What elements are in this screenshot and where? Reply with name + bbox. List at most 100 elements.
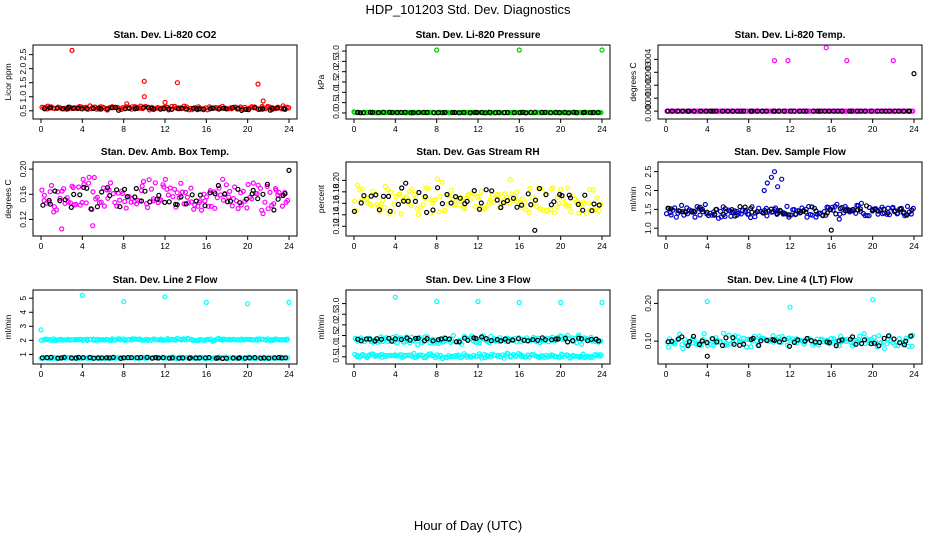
data-point — [193, 198, 199, 204]
x-tick-label: 12 — [160, 369, 170, 379]
data-point — [582, 192, 588, 198]
data-point — [266, 355, 272, 361]
data-point — [246, 355, 253, 361]
x-tick-label: 8 — [121, 369, 126, 379]
data-point — [386, 335, 392, 341]
scatter-points — [663, 169, 916, 233]
data-point — [39, 355, 46, 361]
outlier-point — [255, 81, 261, 87]
panel-title: Stan. Dev. Li-820 Temp. — [735, 30, 846, 41]
data-point — [567, 195, 574, 201]
data-point — [214, 195, 220, 201]
x-tick-label: 4 — [705, 241, 710, 251]
data-point — [146, 177, 152, 183]
data-point — [569, 335, 575, 341]
data-point — [103, 355, 110, 361]
outlier-point — [779, 176, 785, 182]
data-point — [81, 181, 87, 188]
panel-4: Stan. Dev. Amb. Box Temp. 0 4 8 12 16 20 24 0.12… — [3, 147, 298, 251]
data-point — [424, 109, 430, 116]
x-tick-label: 20 — [243, 369, 253, 379]
data-point — [110, 354, 116, 360]
data-point — [401, 198, 407, 204]
data-point — [450, 109, 456, 116]
data-point — [472, 203, 478, 209]
data-point — [892, 208, 898, 214]
data-point — [554, 204, 560, 210]
data-point — [830, 207, 836, 213]
outlier-point — [162, 294, 168, 300]
data-point — [388, 189, 394, 195]
data-point — [731, 341, 737, 347]
y-tick-label: 0.12 — [331, 218, 341, 235]
y-tick-label: 0.5 — [331, 351, 341, 363]
data-point — [451, 353, 457, 359]
figure-x-axis-label: Hour of Day (UTC) — [414, 518, 522, 533]
data-point — [61, 354, 67, 360]
data-point — [193, 106, 200, 112]
data-point — [514, 189, 520, 195]
data-point — [673, 214, 679, 220]
y-tick-label: 0.5 — [331, 96, 341, 108]
data-point — [122, 198, 128, 205]
data-point — [698, 108, 704, 114]
y-tick-label: 2.5 — [18, 48, 28, 60]
data-point — [237, 200, 243, 206]
data-point — [543, 192, 549, 198]
data-point — [68, 204, 74, 210]
data-point — [163, 355, 169, 361]
data-point — [53, 207, 60, 213]
data-point — [559, 193, 565, 199]
data-point — [564, 203, 570, 209]
data-point — [551, 210, 558, 216]
data-point — [750, 335, 756, 341]
panel-1: Stan. Dev. Li-820 CO2 0 4 8 12 16 20 24 0.5 1.0 1.… — [3, 30, 298, 134]
data-point — [565, 110, 572, 116]
data-point — [369, 109, 376, 116]
data-point — [467, 110, 473, 116]
data-point — [52, 188, 58, 194]
panel-2: Stan. Dev. Li-820 Pressure 0 4 8 12 16 20 24 0.0… — [316, 30, 611, 134]
data-point — [886, 108, 893, 114]
data-point — [243, 336, 249, 342]
data-point — [216, 185, 222, 191]
data-point — [737, 204, 743, 210]
data-point — [133, 185, 139, 192]
data-point — [839, 108, 845, 114]
data-point — [891, 336, 897, 342]
data-point — [436, 209, 442, 215]
data-point — [768, 206, 774, 212]
data-point — [849, 108, 855, 114]
y-tick-label: 3.0 — [331, 297, 341, 309]
x-tick-label: 24 — [909, 369, 919, 379]
data-point — [665, 344, 672, 350]
x-tick-label: 12 — [473, 369, 483, 379]
data-point — [257, 185, 263, 191]
data-point — [245, 181, 251, 188]
data-point — [702, 201, 708, 208]
data-point — [834, 201, 840, 207]
data-point — [713, 206, 719, 213]
y-tick-label: 1.0 — [331, 340, 341, 352]
data-point — [751, 108, 757, 114]
data-point — [412, 354, 418, 361]
data-point — [795, 337, 801, 343]
data-point — [40, 202, 46, 208]
y-tick-label: 5 — [18, 296, 28, 301]
data-point — [379, 351, 385, 357]
data-point — [487, 109, 493, 116]
data-point — [596, 202, 602, 208]
data-point — [571, 109, 577, 115]
data-point — [520, 109, 526, 116]
data-point — [48, 105, 54, 111]
data-point — [483, 336, 489, 342]
data-point — [489, 188, 495, 194]
data-point — [374, 336, 380, 342]
data-point — [587, 110, 594, 116]
data-point — [908, 333, 914, 339]
data-point — [139, 183, 145, 189]
data-point — [680, 108, 686, 114]
data-point — [551, 109, 557, 116]
x-tick-label: 0 — [664, 124, 669, 134]
panel-9: Stan. Dev. Line 4 (LT) Flow 0 4 8 12 16 20 24 0.… — [628, 275, 923, 379]
